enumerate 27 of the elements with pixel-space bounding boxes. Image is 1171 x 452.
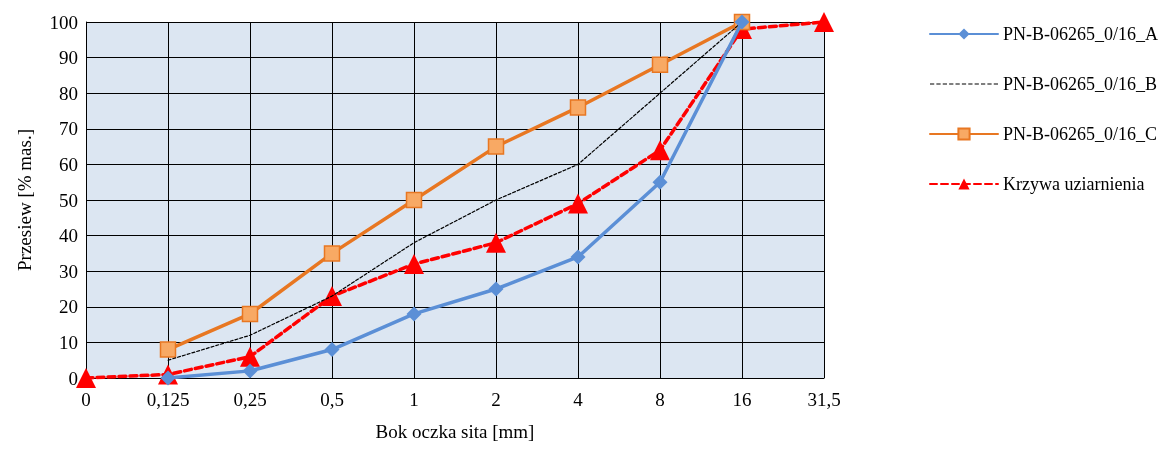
x-tick-label: 8	[655, 389, 665, 410]
x-tick-label: 16	[732, 389, 752, 410]
legend-label: PN-B-06265_0/16_C	[1003, 124, 1158, 144]
x-tick-label: 0,125	[146, 389, 190, 410]
y-tick-label: 30	[59, 260, 78, 282]
y-tick-label: 0	[68, 367, 78, 389]
y-tick-label: 70	[59, 118, 78, 140]
y-tick-label: 90	[59, 47, 78, 69]
x-tick-label: 31,5	[807, 389, 841, 410]
legend-label: PN-B-06265_0/16_A	[1003, 24, 1159, 44]
x-tick-label: 2	[491, 389, 501, 410]
y-axis-title: Przesiew [% mas.]	[14, 129, 35, 271]
x-axis-title: Bok oczka sita [mm]	[375, 421, 535, 442]
y-tick-label: 20	[59, 296, 78, 318]
y-tick-label: 10	[59, 331, 78, 353]
x-tick-label: 0	[81, 389, 91, 410]
x-tick-label: 0,25	[233, 389, 267, 410]
y-tick-label: 100	[49, 11, 78, 33]
y-tick-label: 80	[59, 82, 78, 104]
x-tick-label: 4	[573, 389, 584, 410]
legend-label: PN-B-06265_0/16_B	[1003, 74, 1158, 94]
x-tick-label: 0,5	[320, 389, 344, 410]
y-tick-label: 50	[59, 189, 78, 211]
x-tick-label: 1	[409, 389, 419, 410]
legend-label: Krzywa uziarnienia	[1003, 174, 1145, 194]
y-tick-label: 40	[59, 225, 78, 247]
y-tick-label: 60	[59, 153, 78, 175]
